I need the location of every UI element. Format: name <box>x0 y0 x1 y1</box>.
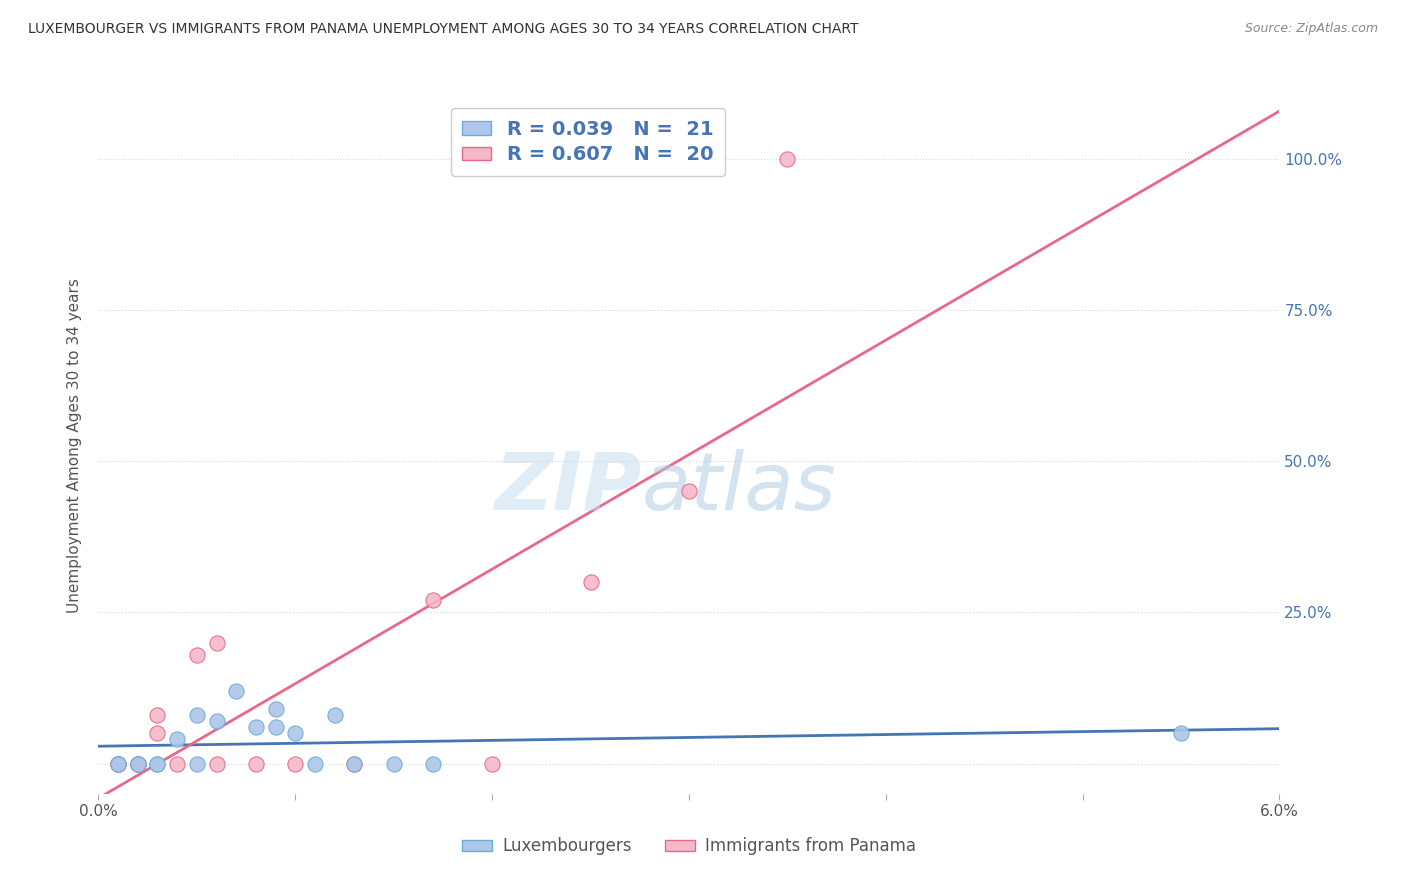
Point <box>107 756 129 771</box>
Point <box>304 756 326 771</box>
Y-axis label: Unemployment Among Ages 30 to 34 years: Unemployment Among Ages 30 to 34 years <box>67 278 83 614</box>
Point <box>1170 726 1192 740</box>
Point <box>186 756 208 771</box>
Point <box>107 756 129 771</box>
Point <box>127 756 149 771</box>
Point <box>284 756 307 771</box>
Point <box>107 756 129 771</box>
Point <box>166 756 188 771</box>
Point <box>245 720 267 734</box>
Point <box>146 756 169 771</box>
Point <box>166 732 188 747</box>
Point <box>422 593 444 607</box>
Point <box>127 756 149 771</box>
Text: LUXEMBOURGER VS IMMIGRANTS FROM PANAMA UNEMPLOYMENT AMONG AGES 30 TO 34 YEARS CO: LUXEMBOURGER VS IMMIGRANTS FROM PANAMA U… <box>28 22 859 37</box>
Point <box>186 708 208 723</box>
Point <box>107 756 129 771</box>
Point <box>127 756 149 771</box>
Point <box>579 575 602 590</box>
Text: ZIP: ZIP <box>495 449 641 527</box>
Point <box>284 726 307 740</box>
Point <box>205 635 228 649</box>
Point <box>382 756 405 771</box>
Point <box>127 756 149 771</box>
Point <box>205 714 228 729</box>
Point <box>245 756 267 771</box>
Text: atlas: atlas <box>641 449 837 527</box>
Point <box>343 756 366 771</box>
Legend: Luxembourgers, Immigrants from Panama: Luxembourgers, Immigrants from Panama <box>456 830 922 862</box>
Point <box>225 684 247 698</box>
Text: Source: ZipAtlas.com: Source: ZipAtlas.com <box>1244 22 1378 36</box>
Point <box>323 708 346 723</box>
Point <box>127 756 149 771</box>
Point <box>146 726 169 740</box>
Point <box>205 756 228 771</box>
Point <box>776 152 799 166</box>
Point <box>481 756 503 771</box>
Point <box>264 720 287 734</box>
Point <box>343 756 366 771</box>
Point <box>678 484 700 499</box>
Point <box>264 702 287 716</box>
Point <box>146 708 169 723</box>
Point <box>186 648 208 662</box>
Point <box>146 756 169 771</box>
Point <box>107 756 129 771</box>
Point <box>422 756 444 771</box>
